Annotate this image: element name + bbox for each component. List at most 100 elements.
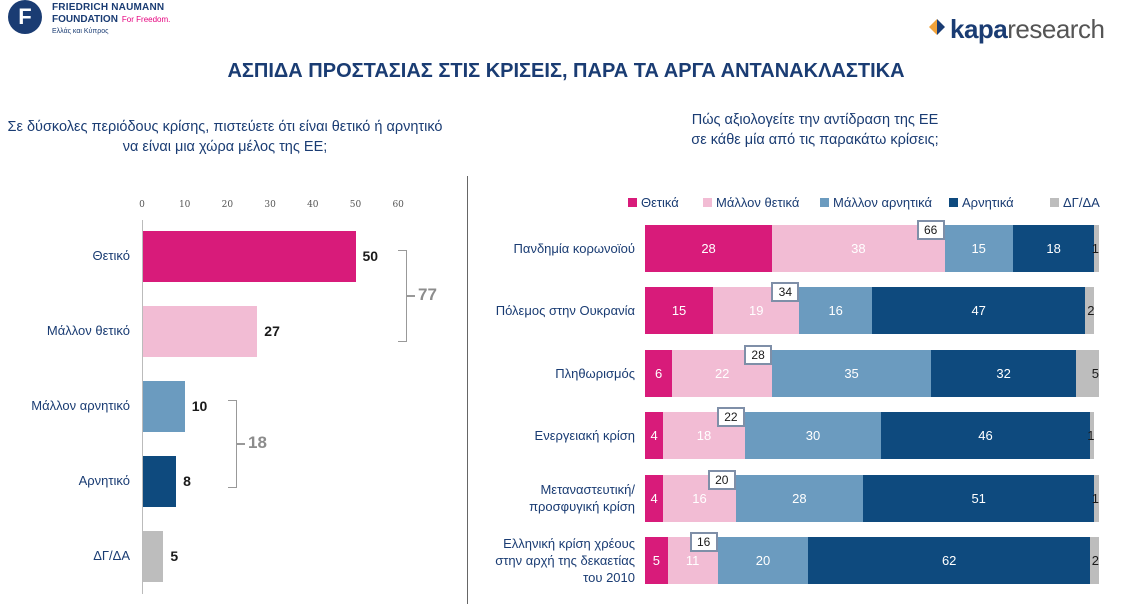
positive-total-box: 34 bbox=[771, 282, 800, 302]
bar-value-label: 22 bbox=[714, 366, 730, 381]
bar-value-label: 18 bbox=[1046, 241, 1061, 256]
category-label-line: Ελληνική κρίση χρέους bbox=[503, 535, 635, 551]
bar-value-label: 5 bbox=[170, 547, 179, 564]
category-label: Ελληνική κρίση χρέους στην αρχή της δεκαε… bbox=[470, 535, 635, 586]
right-question-line2: σε κάθε μία από τις παρακάτω κρίσεις; bbox=[691, 132, 939, 148]
bar-segment: 2 bbox=[1085, 287, 1095, 334]
category-label: ΔΓ/ΔΑ bbox=[93, 547, 130, 563]
positive-total-box: 20 bbox=[707, 470, 736, 490]
fnf-logo: F FRIEDRICH NAUMANN FOUNDATION For Freedo… bbox=[8, 0, 208, 40]
legend-label: Θετικά bbox=[641, 195, 679, 210]
category-label-line: Πανδημία κορωνοϊού bbox=[513, 240, 635, 256]
bar-segment: 46 bbox=[881, 412, 1090, 459]
bar-segment: 1 bbox=[1087, 412, 1095, 459]
bar-segment: 4 bbox=[645, 475, 664, 522]
page-title: ΑΣΠΙΔΑ ΠΡΟΣΤΑΣΙΑΣ ΣΤΙΣ ΚΡΙΣΕΙΣ, ΠΑΡΑ ΤΑ … bbox=[227, 60, 905, 82]
bar bbox=[142, 381, 185, 432]
right-chart-question: Πώς αξιολογείτε την αντίδραση της ΕΕ σε … bbox=[580, 110, 1050, 150]
category-label: Πληθωρισμός bbox=[470, 365, 635, 382]
category-label: Ενεργειακή κρίση bbox=[470, 427, 635, 444]
bar-value-label: 15 bbox=[971, 241, 986, 256]
bar-value-label: 32 bbox=[996, 366, 1011, 381]
bar-value-label: 1 bbox=[1087, 428, 1095, 443]
panel-divider bbox=[467, 176, 468, 604]
fnf-name-line2: FOUNDATION For Freedom. bbox=[52, 14, 171, 25]
bar-segment: 2 bbox=[1089, 537, 1099, 584]
legend-swatch bbox=[1050, 198, 1059, 207]
legend-item: Μάλλον αρνητικά bbox=[820, 195, 932, 210]
bar-value-label: 50 bbox=[362, 247, 379, 264]
category-label: Θετικό bbox=[92, 247, 130, 263]
bar bbox=[142, 231, 356, 282]
kapa-research-logo: kaparesearch bbox=[928, 14, 1118, 44]
legend-item: Αρνητικά bbox=[949, 195, 1014, 210]
bar-segment: 28 bbox=[735, 475, 863, 522]
bracket-tick bbox=[407, 295, 415, 297]
bar-value-label: 30 bbox=[805, 428, 821, 443]
bar-value-label: 1 bbox=[1091, 491, 1099, 506]
category-label: Μάλλον θετικό bbox=[46, 322, 130, 338]
bar-value-label: 18 bbox=[696, 428, 712, 443]
bar-segment: 30 bbox=[744, 412, 882, 459]
category-label-line: στην αρχή της δεκαετίας bbox=[495, 552, 635, 568]
bracket bbox=[228, 400, 237, 488]
category-label: Μεταναστευτική/προσφυγική κρίση bbox=[470, 481, 635, 515]
bracket-total-label: 18 bbox=[248, 433, 267, 452]
bar-value-label: 2 bbox=[1087, 303, 1095, 318]
category-label-line: Μεταναστευτική/ bbox=[540, 482, 635, 497]
bar-segment: 4 bbox=[645, 412, 664, 459]
bar-value-label: 10 bbox=[191, 397, 208, 414]
category-label-line: του 2010 bbox=[583, 569, 635, 585]
bar-value-label: 4 bbox=[650, 428, 658, 443]
bar-value-label: 15 bbox=[671, 303, 687, 318]
legend-label: Μάλλον αρνητικά bbox=[833, 195, 933, 210]
bar-segment: 5 bbox=[645, 537, 668, 584]
legend-label: Αρνητικά bbox=[962, 195, 1014, 210]
bar-value-label: 11 bbox=[685, 553, 700, 568]
category-label-line: προσφυγική κρίση bbox=[529, 499, 635, 514]
kapa-logo-icon bbox=[929, 19, 945, 35]
bar-value-label: 62 bbox=[941, 553, 957, 568]
bar bbox=[142, 531, 164, 582]
fnf-logo-icon: F bbox=[8, 0, 42, 34]
x-tick-label: 10 bbox=[178, 200, 191, 210]
legend-swatch bbox=[628, 198, 637, 207]
bar-segment: 20 bbox=[717, 537, 809, 584]
bar-segment: 28 bbox=[645, 225, 773, 272]
x-tick-label: 30 bbox=[264, 200, 276, 210]
bar-value-label: 47 bbox=[971, 303, 986, 318]
bar-segment: 5 bbox=[1076, 350, 1099, 397]
bar-value-label: 1 bbox=[1091, 241, 1099, 256]
bar-value-label: 5 bbox=[652, 553, 660, 568]
bar-value-label: 35 bbox=[844, 366, 859, 381]
left-chart-axis-line bbox=[142, 220, 143, 594]
category-label-line: Πόλεμος στην Ουκρανία bbox=[495, 302, 635, 318]
x-tick-label: 20 bbox=[221, 200, 234, 210]
bar-segment: 1 bbox=[1091, 475, 1099, 522]
bar-segment: 16 bbox=[799, 287, 872, 334]
bar-value-label: 6 bbox=[655, 366, 663, 381]
bar-value-label: 20 bbox=[755, 553, 771, 568]
category-label-line: Πληθωρισμός bbox=[555, 365, 635, 381]
bar-value-label: 5 bbox=[1091, 366, 1099, 381]
left-chart-question: Σε δύσκολες περιόδους κρίσης, πιστεύετε … bbox=[7, 119, 443, 155]
bar-value-label: 16 bbox=[828, 303, 843, 318]
bar-segment: 47 bbox=[872, 287, 1086, 334]
legend-item: Μάλλον θετικά bbox=[703, 195, 799, 210]
fnf-region: Ελλάς και Κύπρος bbox=[52, 28, 109, 35]
legend-swatch bbox=[703, 198, 712, 207]
bar-segment: 35 bbox=[772, 350, 931, 397]
bar-segment: 15 bbox=[944, 225, 1013, 272]
x-tick-label: 40 bbox=[307, 200, 319, 210]
bar-segment: 6 bbox=[645, 350, 673, 397]
positive-total-box: 16 bbox=[689, 532, 718, 552]
bar-segment: 51 bbox=[862, 475, 1095, 522]
bar-segment: 32 bbox=[931, 350, 1077, 397]
x-tick-label: 50 bbox=[349, 200, 362, 210]
bar bbox=[142, 456, 177, 507]
positive-total-box: 28 bbox=[744, 345, 773, 365]
bracket-tick bbox=[237, 443, 245, 445]
bracket bbox=[398, 250, 407, 342]
legend-swatch bbox=[949, 198, 958, 207]
positive-total-box: 22 bbox=[716, 407, 745, 427]
